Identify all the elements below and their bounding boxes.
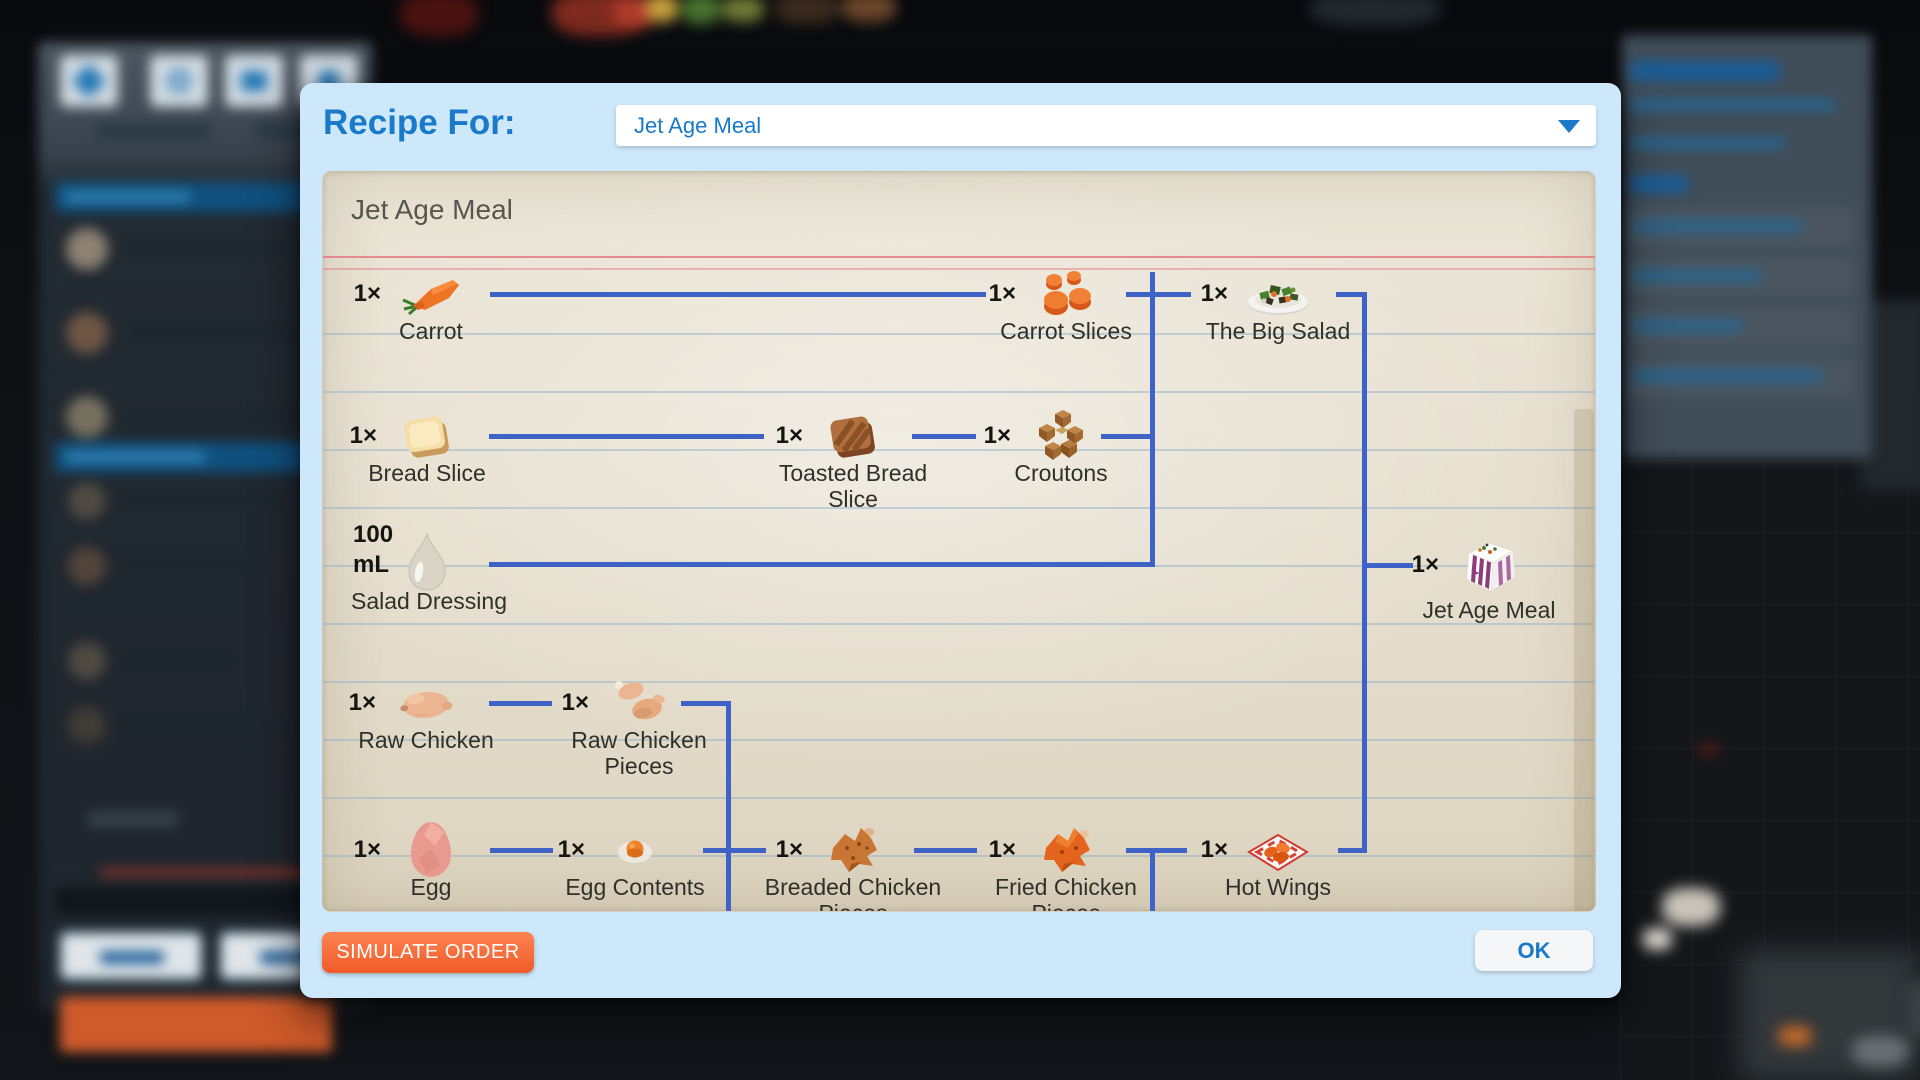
simulate-order-button[interactable]: SIMULATE ORDER (322, 932, 534, 973)
recipe-node-carrot-slices: 1× Carrot Slices (989, 262, 1132, 344)
background-objectives-panel (1622, 35, 1872, 459)
recipe-dialog: Recipe For: Jet Age Meal Jet Age Meal (300, 83, 1621, 998)
recipe-node-hot-wings: 1× Hot Wings (1201, 818, 1331, 900)
connector-line (703, 848, 766, 853)
recipe-node-toasted-bread-slice: 1× Toasted Bread Slice (776, 404, 927, 512)
carrot-icon (402, 280, 459, 316)
recipe-node-egg-contents: 1× Egg Contents (558, 818, 705, 900)
salad-dressing-icon (408, 532, 446, 591)
recipe-node-egg: 1× Egg (354, 818, 463, 900)
connector-line (489, 562, 1155, 567)
connector-line (1126, 292, 1191, 297)
breaded-chicken-pieces-icon (831, 828, 877, 872)
carrot-slices-icon (1044, 271, 1091, 315)
big-salad-icon (1248, 285, 1308, 315)
recipe-select[interactable]: Jet Age Meal (616, 105, 1596, 146)
connector-line (1362, 292, 1367, 853)
connector-line (1336, 292, 1367, 297)
toolbar-button (225, 55, 283, 107)
connector-line (912, 434, 976, 439)
recipe-node-croutons: 1× Croutons (984, 404, 1108, 486)
ok-button[interactable]: OK (1475, 930, 1593, 971)
chevron-down-icon (1558, 120, 1580, 133)
connector-line (914, 848, 977, 853)
connector-line (1150, 848, 1155, 911)
recipe-node-carrot: 1× Carrot (354, 262, 463, 344)
toolbar-button (150, 55, 208, 107)
croutons-icon (1039, 410, 1083, 460)
bread-slice-icon (404, 416, 449, 458)
egg-contents-icon (618, 840, 652, 863)
recipe-node-breaded-chicken-pieces: 1× Breaded Chicken Pieces (765, 818, 941, 911)
recipe-title: Jet Age Meal (351, 194, 513, 225)
toolbar-button (60, 55, 118, 107)
recipe-select-value: Jet Age Meal (634, 113, 762, 138)
connector-line (490, 848, 553, 853)
raw-chicken-icon (400, 691, 453, 719)
recipe-for-label: Recipe For: (323, 103, 516, 142)
fried-chicken-pieces-icon (1044, 828, 1090, 872)
hot-wings-icon (1247, 833, 1309, 872)
connector-line (681, 701, 731, 706)
recipe-node-the-big-salad: 1× The Big Salad (1201, 262, 1351, 344)
recipe-node-bread-slice: 1× Bread Slice (350, 404, 486, 486)
connector-line (1126, 848, 1187, 853)
connector-line (1364, 563, 1413, 568)
egg-icon (411, 822, 451, 877)
recipe-node-jet-age-meal: 1× Jet Age Meal (1412, 533, 1555, 623)
jet-age-meal-icon (1466, 542, 1516, 592)
recipe-node-raw-chicken: 1× Raw Chicken (349, 671, 494, 753)
connector-line (490, 292, 986, 297)
raw-chicken-pieces-icon (615, 681, 665, 720)
recipe-node-fried-chicken-pieces: 1× Fried Chicken Pieces (989, 818, 1137, 911)
connector-line (1150, 272, 1155, 567)
recipe-node-raw-chicken-pieces: 1× Raw Chicken Pieces (562, 671, 707, 779)
panel-scrollbar[interactable] (1574, 409, 1594, 911)
recipe-node-salad-dressing: 100 mL Salad Dressing (351, 521, 507, 614)
connector-line (1338, 848, 1367, 853)
connector-line (489, 701, 552, 706)
toasted-bread-slice-icon (830, 416, 875, 458)
connector-line (489, 434, 764, 439)
recipe-graph-panel: Jet Age Meal 1× (322, 171, 1596, 912)
connector-line (726, 701, 731, 911)
connector-line (1101, 434, 1155, 439)
